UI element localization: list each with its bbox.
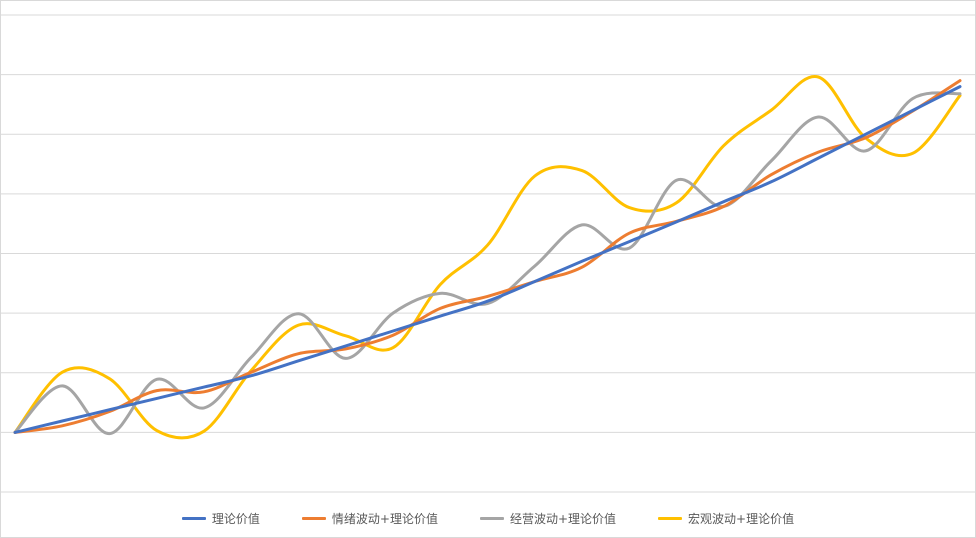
legend-label: 经营波动+理论价值: [509, 511, 617, 526]
legend-label: 理论价值: [211, 511, 260, 526]
legend-swatch: [658, 516, 683, 520]
legend-label: 情绪波动+理论价值: [331, 511, 438, 526]
legend-swatch: [479, 516, 504, 520]
series-macro-line: [13, 75, 962, 440]
legend-item-sentiment: 情绪波动+理论价值: [301, 510, 438, 527]
legend-item-theoretical: 理论价值: [181, 510, 260, 527]
legend-item-operating: 经营波动+理论价值: [479, 510, 617, 527]
chart-legend: 理论价值 情绪波动+理论价值 经营波动+理论价值 宏观波动+理论价值: [0, 508, 976, 528]
legend-swatch: [301, 516, 326, 520]
legend-swatch: [181, 516, 206, 520]
legend-item-macro: 宏观波动+理论价值: [658, 510, 794, 527]
series-theoretical-line: [13, 85, 962, 434]
series-operating-line: [13, 91, 962, 436]
series-sentiment-line: [13, 79, 962, 434]
legend-label: 宏观波动+理论价值: [688, 511, 795, 526]
